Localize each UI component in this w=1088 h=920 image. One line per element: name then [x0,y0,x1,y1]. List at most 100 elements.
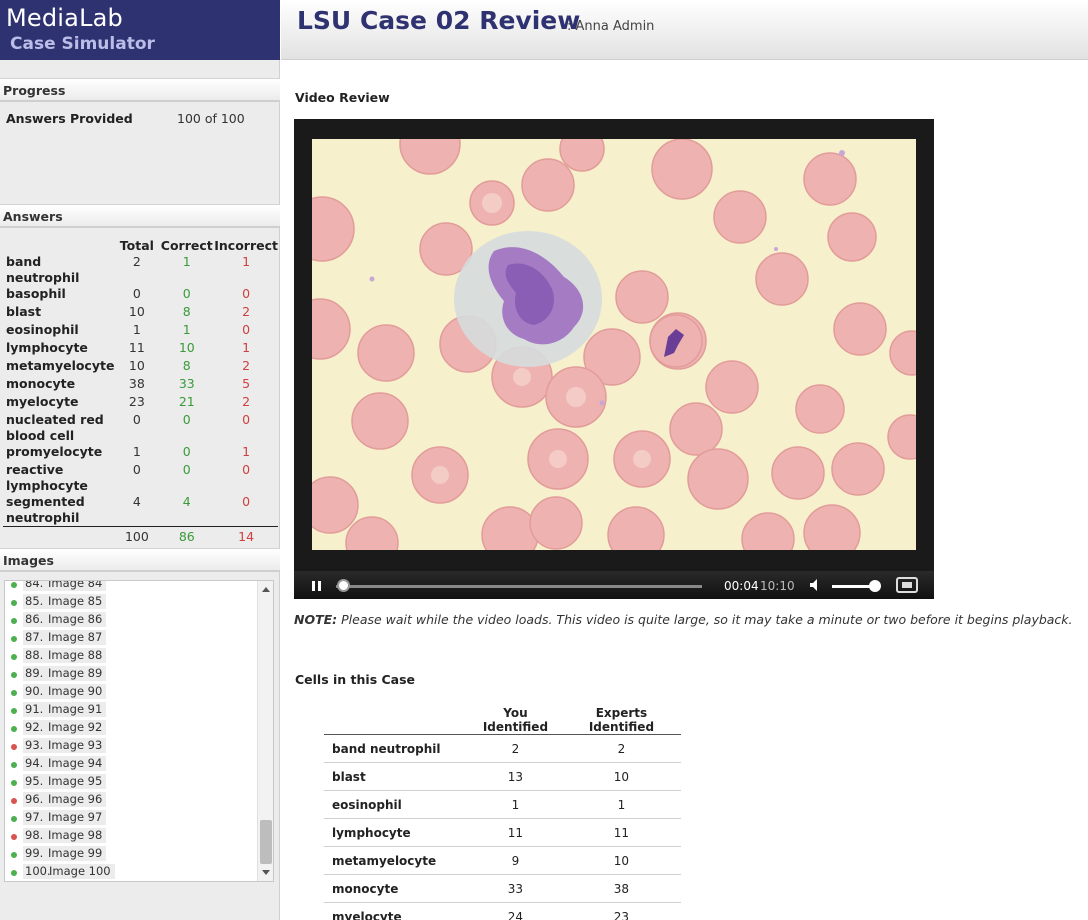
answers-row: lymphocyte 11 10 1 [3,340,278,358]
image-label: Image 98 [48,828,103,842]
image-number: 91. [25,702,44,716]
volume-icon[interactable] [810,579,822,591]
cells-cell-name: eosinophil [324,790,469,819]
image-number: 100. [25,864,51,878]
image-list-item[interactable]: 91. Image 91 [5,701,259,719]
image-list-item[interactable]: 96. Image 96 [5,791,259,809]
answers-row: band neutrophil 2 1 1 [3,254,278,286]
scroll-up-icon[interactable] [262,587,270,592]
image-list-item[interactable]: 86. Image 86 [5,611,259,629]
image-list-item[interactable]: 84. Image 84 [5,580,259,593]
image-link[interactable]: 96. Image 96 [23,792,107,807]
images-list[interactable]: 84. Image 84 85. Image 85 86. Image 86 87. Imag… [4,580,274,882]
answers-cell-name: basophil [6,286,66,301]
image-list-item[interactable]: 88. Image 88 [5,647,259,665]
video-player[interactable]: 00:04 10:10 [294,119,934,599]
image-list-item[interactable]: 87. Image 87 [5,629,259,647]
answers-cell-correct: 21 [178,394,195,409]
image-link[interactable]: 93. Image 93 [23,738,107,753]
fullscreen-icon[interactable] [896,577,918,593]
image-list-item[interactable]: 97. Image 97 [5,809,259,827]
cells-cell-name: metamyelocyte [324,846,469,875]
image-link[interactable]: 88. Image 88 [23,648,107,663]
answers-col-blank [3,236,114,254]
image-link[interactable]: 91. Image 91 [23,702,107,717]
answers-provided-label: Answers Provided [6,111,133,126]
image-list-item[interactable]: 92. Image 92 [5,719,259,737]
volume-handle[interactable] [869,580,882,592]
image-link[interactable]: 94. Image 94 [23,756,107,771]
cells-table: You Identified Experts Identified band n… [324,706,681,920]
answers-cell-total: 11 [128,340,145,355]
image-link[interactable]: 85. Image 85 [23,594,107,609]
image-list-item[interactable]: 98. Image 98 [5,827,259,845]
answers-cell-correct: 33 [178,376,195,391]
volume-slider[interactable] [832,585,878,588]
image-link[interactable]: 86. Image 86 [23,612,107,627]
correct-status-icon [11,708,17,714]
correct-status-icon [11,852,17,858]
answers-cell-correct: 8 [182,358,191,373]
left-sidebar: MediaLab Case Simulator Progress Answers… [0,0,280,920]
image-link[interactable]: 95. Image 95 [23,774,107,789]
cells-row: blast 13 10 [324,762,681,791]
answers-cell-correct: 0 [182,444,191,459]
cells-cell-experts: 2 [561,734,681,763]
image-label: Image 84 [48,580,103,590]
image-list-item[interactable]: 100.Image 100 [5,863,259,881]
correct-status-icon [11,672,17,678]
image-link[interactable]: 97. Image 97 [23,810,107,825]
images-scrollbar[interactable] [257,581,273,881]
image-link[interactable]: 92. Image 92 [23,720,107,735]
seek-bar[interactable] [336,585,702,588]
cells-cell-experts: 10 [561,846,681,875]
scroll-down-icon[interactable] [262,870,270,875]
image-list-item[interactable]: 90. Image 90 [5,683,259,701]
image-label: Image 88 [48,648,103,662]
image-label: Image 91 [48,702,103,716]
cells-col-experts: Experts Identified [561,706,681,735]
pause-icon[interactable] [312,581,321,591]
video-controls: 00:04 10:10 [294,571,934,599]
page-header: LSU Case 02 Review : Anna Admin [281,0,1088,60]
image-link[interactable]: 84. Image 84 [23,580,107,591]
image-list-item[interactable]: 94. Image 94 [5,755,259,773]
image-list-item[interactable]: 89. Image 89 [5,665,259,683]
answers-cell-incorrect: 2 [242,304,251,319]
video-frame[interactable] [312,139,916,550]
current-time: 00:04 [724,579,759,593]
cells-cell-name: blast [324,762,469,791]
image-link[interactable]: 87. Image 87 [23,630,107,645]
image-link[interactable]: 100.Image 100 [23,864,115,879]
answers-cell-name: nucleated red blood cell [6,412,104,443]
seek-handle[interactable] [336,579,350,592]
image-label: Image 96 [48,792,103,806]
image-link[interactable]: 99. Image 99 [23,846,107,861]
cells-cell-you: 33 [469,874,562,903]
image-link[interactable]: 89. Image 89 [23,666,107,681]
cells-cell-name: myelocyte [324,902,469,920]
image-list-item[interactable]: 85. Image 85 [5,593,259,611]
correct-status-icon [11,816,17,822]
answers-col-total: Total [119,237,154,253]
image-number: 98. [25,828,44,842]
cells-cell-experts: 38 [561,874,681,903]
answers-cell-name: myelocyte [6,394,79,409]
app-logo[interactable]: MediaLab Case Simulator [0,0,280,60]
scroll-thumb[interactable] [260,820,272,864]
answers-cell-total: 10 [128,304,145,319]
answers-cell-incorrect: 1 [242,340,251,355]
image-link[interactable]: 90. Image 90 [23,684,107,699]
image-list-item[interactable]: 95. Image 95 [5,773,259,791]
image-list-item[interactable]: 93. Image 93 [5,737,259,755]
cells-cell-experts: 11 [561,818,681,847]
image-label: Image 89 [48,666,103,680]
answers-table: Total Correct Incorrect band neutrophil 2… [3,236,278,545]
image-list-item[interactable]: 99. Image 99 [5,845,259,863]
image-label: Image 95 [48,774,103,788]
answers-cell-incorrect: 2 [242,358,251,373]
answers-row: reactive lymphocyte 0 0 0 [3,462,278,494]
correct-status-icon [11,582,17,588]
image-link[interactable]: 98. Image 98 [23,828,107,843]
correct-status-icon [11,654,17,660]
